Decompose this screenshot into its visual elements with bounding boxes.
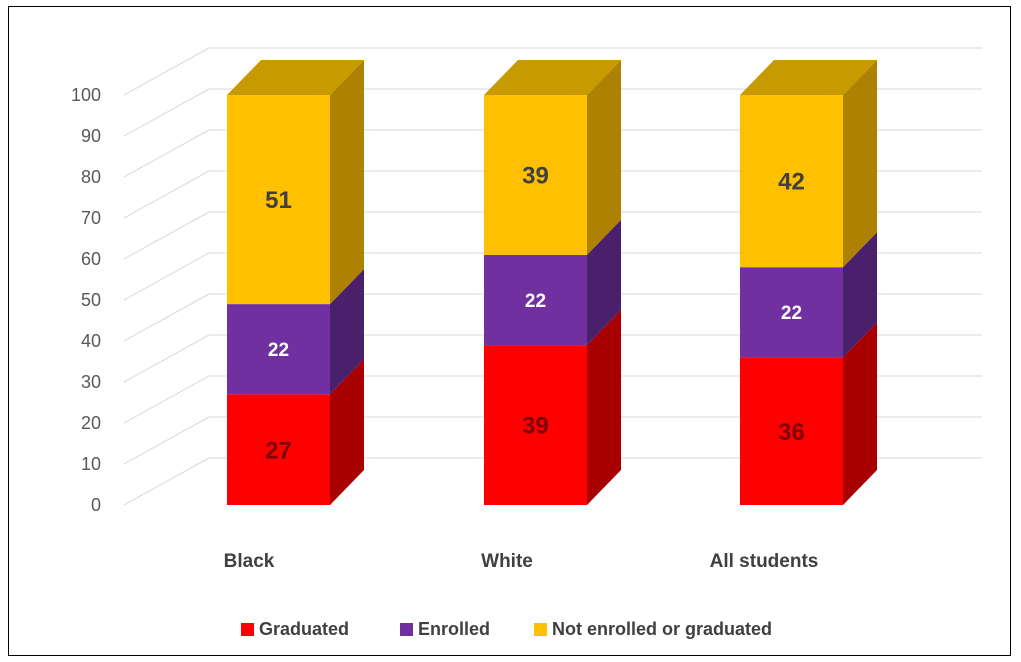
gridline-diagonal (123, 252, 210, 301)
data-label: 22 (268, 340, 289, 361)
y-tick-label: 0 (91, 495, 101, 515)
data-label: 51 (265, 187, 292, 214)
gridline-diagonal (123, 47, 210, 96)
legend-item: Not enrolled or graduated (534, 619, 772, 639)
data-label: 22 (781, 303, 802, 324)
bar-side (587, 310, 621, 505)
legend-item: Graduated (241, 619, 349, 639)
bar-top (227, 60, 364, 95)
y-tick-label: 50 (81, 290, 101, 310)
gridline-diagonal (123, 375, 210, 424)
data-label: 27 (265, 437, 292, 464)
legend-item: Enrolled (400, 619, 490, 639)
bar-segment (227, 95, 330, 305)
y-tick-label: 40 (81, 331, 101, 351)
data-label: 22 (525, 291, 546, 312)
gridline-diagonal (123, 334, 210, 383)
bar-top (740, 60, 877, 95)
legend-swatch (534, 623, 547, 636)
bar-side (843, 232, 877, 358)
bar-segment (740, 267, 843, 358)
gridline-diagonal (123, 170, 210, 219)
legend-swatch (400, 623, 413, 636)
bar-side (330, 60, 364, 305)
y-tick-label: 100 (71, 85, 101, 105)
bar-segment (740, 95, 843, 268)
bar-segment (484, 345, 587, 505)
bar-side (587, 219, 621, 346)
bar-side (330, 359, 364, 505)
gridline-diagonal (123, 129, 210, 178)
bar-side (843, 322, 877, 505)
bar-top (484, 60, 621, 95)
y-tick-label: 90 (81, 126, 101, 146)
stacked-bar-chart: 0 10 20 30 40 50 60 70 80 90 100 27 22 51 39 22 39 36 22 4… (71, 47, 982, 639)
bar-stack: 27 22 51 (227, 60, 364, 505)
bar-segment (484, 95, 587, 255)
category-label: White (481, 551, 533, 572)
bars: 27 22 51 39 22 39 36 22 42 (227, 60, 877, 505)
bar-segment (227, 304, 330, 395)
legend-label: Enrolled (418, 619, 490, 639)
data-label: 42 (778, 169, 805, 196)
y-tick-label: 30 (81, 372, 101, 392)
gridline-diagonal (123, 457, 210, 506)
data-label: 39 (522, 413, 549, 440)
bar-segment (740, 357, 843, 505)
gridline-diagonal (123, 88, 210, 137)
legend: Graduated Enrolled Not enrolled or graduat… (241, 619, 772, 639)
gridline-diagonal (123, 293, 210, 342)
gridline-diagonal (123, 211, 210, 260)
category-label: Black (224, 551, 275, 572)
gridline-diagonal (123, 416, 210, 465)
chart-frame: 0 10 20 30 40 50 60 70 80 90 100 27 22 51 39 22 39 36 22 4… (8, 6, 1011, 656)
data-label: 36 (778, 419, 805, 446)
legend-label: Not enrolled or graduated (552, 619, 772, 639)
y-tick-label: 60 (81, 249, 101, 269)
data-label: 39 (522, 163, 549, 190)
bar-segment (484, 254, 587, 346)
bar-side (587, 60, 621, 255)
category-label: All students (710, 551, 819, 572)
bar-stack: 36 22 42 (740, 60, 877, 505)
y-tick-label: 80 (81, 167, 101, 187)
legend-swatch (241, 623, 254, 636)
x-axis-categories: Black White All students (224, 551, 819, 572)
bar-segment (227, 394, 330, 505)
y-tick-label: 70 (81, 208, 101, 228)
y-tick-label: 20 (81, 413, 101, 433)
bar-stack: 39 22 39 (484, 60, 621, 505)
bar-side (330, 269, 364, 395)
bar-side (843, 60, 877, 268)
y-tick-label: 10 (81, 454, 101, 474)
y-axis-ticks: 0 10 20 30 40 50 60 70 80 90 100 (71, 85, 101, 515)
legend-label: Graduated (259, 619, 349, 639)
